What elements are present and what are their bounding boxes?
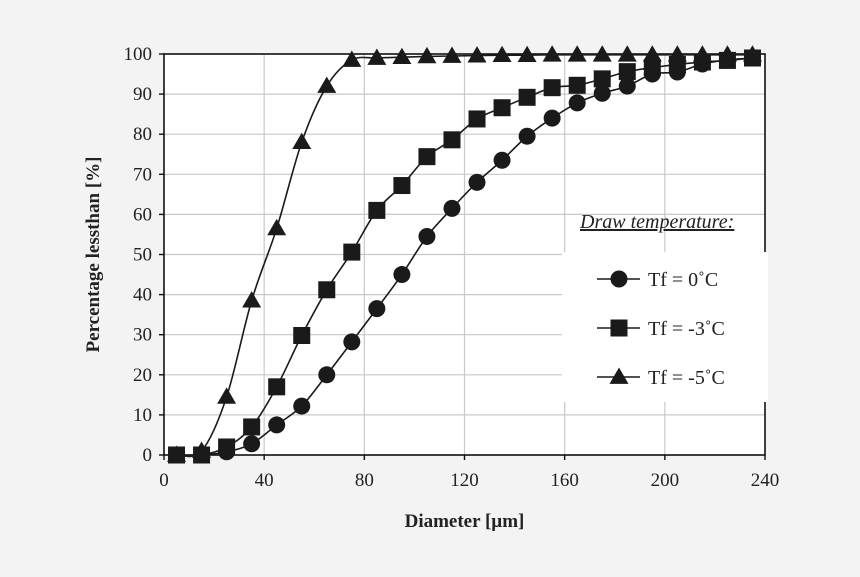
y-tick-label: 40 (133, 285, 152, 306)
data-point-circle (543, 109, 561, 127)
data-point-triangle (367, 48, 387, 65)
x-tick-label: 240 (751, 470, 780, 491)
data-point-triangle (292, 132, 312, 150)
x-tick-label: 0 (159, 470, 169, 491)
data-point-square (393, 177, 411, 195)
data-point-circle (318, 366, 336, 384)
data-point-triangle (742, 45, 762, 62)
data-point-square (643, 59, 661, 77)
data-point-circle (493, 151, 511, 169)
data-point-triangle (192, 441, 212, 458)
legend-marker-circle (610, 270, 628, 288)
x-axis-title: Diameter [µm] (405, 511, 525, 532)
data-point-square (368, 201, 386, 219)
y-tick-label: 30 (133, 325, 152, 346)
data-point-circle (518, 127, 536, 145)
data-point-square (493, 99, 511, 117)
y-tick-label: 80 (133, 124, 152, 145)
data-point-square (218, 438, 236, 456)
data-point-circle (593, 84, 611, 102)
y-tick-label: 0 (143, 445, 153, 466)
data-point-square (318, 281, 336, 299)
data-point-square (443, 131, 461, 149)
data-point-square (468, 110, 486, 128)
x-tick-label: 40 (255, 470, 274, 491)
y-tick-label: 50 (133, 245, 152, 266)
series-layer (167, 45, 762, 464)
legend-label: Tf = 0˚C (648, 269, 718, 291)
data-point-square (343, 243, 361, 261)
y-tick-label: 70 (133, 164, 152, 185)
data-point-triangle (567, 45, 587, 62)
data-point-circle (443, 199, 461, 217)
data-point-square (568, 76, 586, 94)
data-point-square (243, 418, 261, 436)
data-point-circle (243, 435, 261, 453)
data-point-square (418, 148, 436, 166)
data-point-circle (343, 333, 361, 351)
legend-title: Draw temperature: (579, 211, 734, 233)
x-tick-label: 200 (651, 470, 680, 491)
data-point-circle (393, 266, 411, 284)
data-point-triangle (642, 45, 662, 62)
y-axis-title: Percentage lessthan [%] (83, 157, 104, 353)
data-point-circle (568, 94, 586, 112)
y-tick-label: 90 (133, 84, 152, 105)
legend-marker-triangle (609, 367, 629, 384)
data-point-square (518, 88, 536, 106)
y-tick-label: 60 (133, 204, 152, 225)
data-point-square (593, 70, 611, 88)
series-square (168, 49, 761, 464)
data-point-square (543, 79, 561, 97)
x-tick-label: 80 (355, 470, 374, 491)
data-point-square (618, 63, 636, 81)
data-point-triangle (317, 76, 337, 93)
data-point-circle (368, 300, 386, 318)
data-point-triangle (417, 46, 437, 64)
legend-marker-square (610, 319, 628, 337)
data-point-triangle (467, 46, 487, 63)
y-tick-label: 10 (133, 405, 152, 426)
y-tick-label: 100 (124, 44, 153, 65)
data-point-triangle (442, 46, 462, 63)
legend-label: Tf = -5˚C (648, 367, 725, 389)
data-point-triangle (242, 291, 262, 308)
data-point-circle (468, 173, 486, 191)
data-point-triangle (167, 445, 187, 462)
data-point-triangle (492, 45, 512, 63)
data-point-circle (293, 397, 311, 415)
y-tick-label: 20 (133, 365, 152, 386)
data-point-triangle (542, 45, 562, 62)
legend: Tf = 0˚C Tf = -3˚C Tf = -5˚C (562, 252, 768, 402)
data-point-triangle (692, 45, 712, 62)
data-point-square (293, 327, 311, 345)
data-point-triangle (517, 45, 537, 63)
data-point-triangle (217, 387, 237, 404)
x-tick-label: 160 (550, 470, 579, 491)
data-point-circle (268, 416, 286, 434)
data-point-triangle (617, 45, 637, 62)
legend-label: Tf = -3˚C (648, 318, 725, 340)
axes-layer: 0 40 80 120 160 200 240 0 10 20 30 40 50 60 70 80 90 100 (124, 44, 780, 491)
legend-box (562, 252, 768, 402)
data-point-triangle (392, 47, 412, 65)
data-point-circle (418, 227, 436, 245)
x-tick-label: 120 (450, 470, 479, 491)
data-point-circle (618, 77, 636, 95)
data-point-triangle (342, 50, 362, 67)
data-point-square (268, 378, 286, 396)
data-point-triangle (267, 218, 287, 236)
data-point-triangle (717, 45, 737, 62)
data-point-triangle (667, 45, 687, 62)
series-triangle (167, 45, 762, 462)
data-point-triangle (592, 45, 612, 62)
